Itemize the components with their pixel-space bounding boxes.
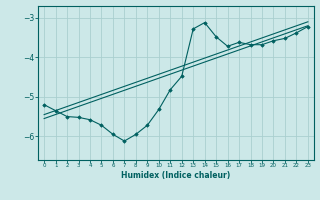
X-axis label: Humidex (Indice chaleur): Humidex (Indice chaleur) <box>121 171 231 180</box>
